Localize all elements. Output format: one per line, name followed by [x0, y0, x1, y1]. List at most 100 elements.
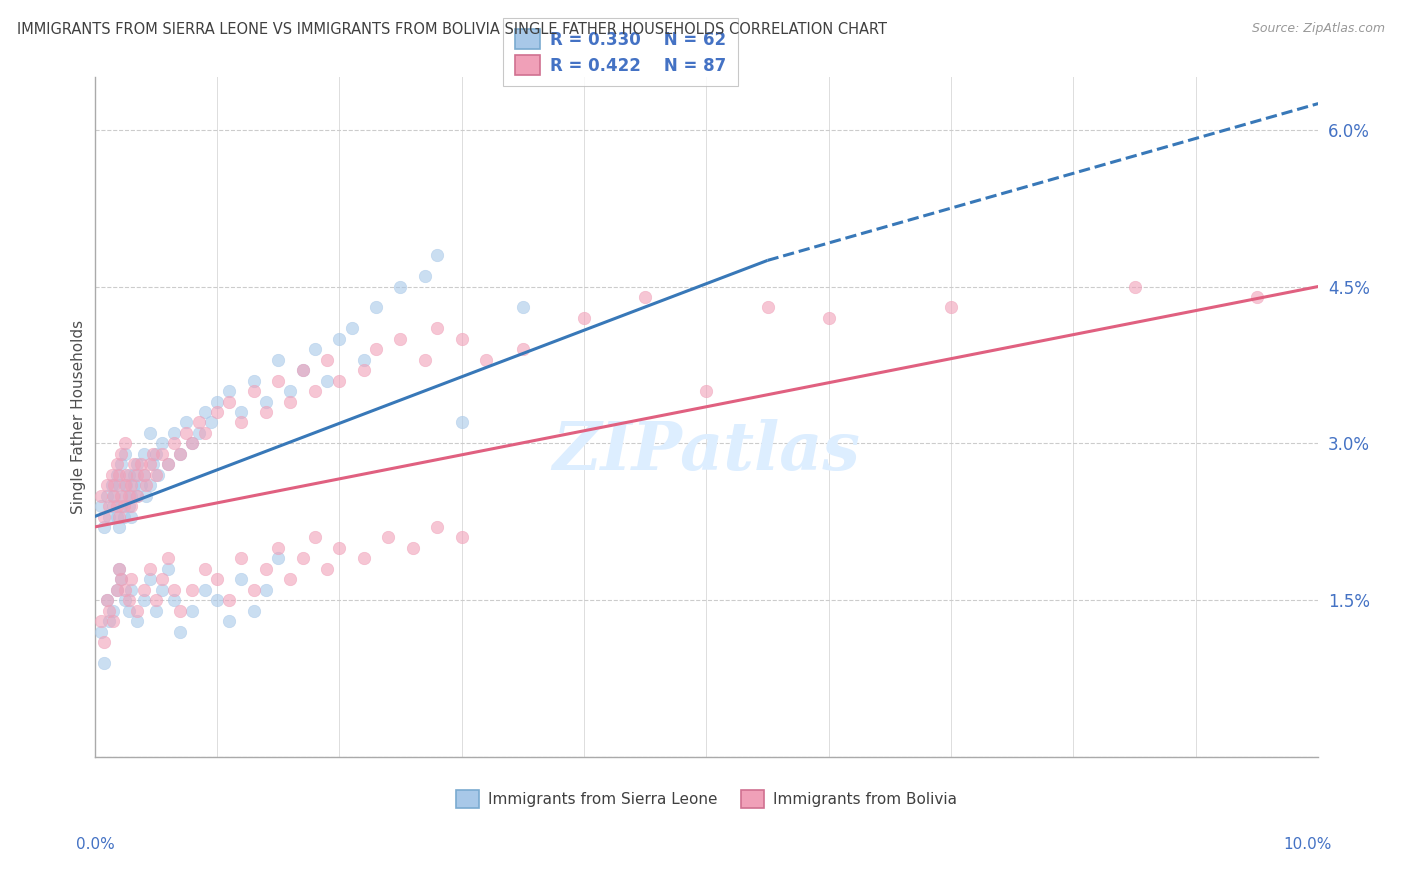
Point [108, 467, 131, 482]
Point [181, 604, 204, 618]
Point [756, 301, 779, 315]
Point [138, 562, 160, 576]
Point [242, 582, 264, 597]
Point [291, 363, 314, 377]
Point [512, 343, 534, 357]
Point [105, 457, 128, 471]
Text: ZIPatlas: ZIPatlas [553, 418, 860, 483]
Point [316, 352, 339, 367]
Point [114, 478, 136, 492]
Point [93, 656, 115, 670]
Point [163, 436, 186, 450]
Point [122, 467, 145, 482]
Point [108, 509, 131, 524]
Point [114, 447, 136, 461]
Point [475, 352, 498, 367]
Point [101, 614, 124, 628]
Point [176, 425, 198, 440]
Point [231, 551, 253, 566]
Point [138, 572, 160, 586]
Point [353, 352, 375, 367]
Point [150, 447, 173, 461]
Point [114, 489, 136, 503]
Point [163, 582, 186, 597]
Point [90, 624, 112, 639]
Point [118, 489, 141, 503]
Point [187, 416, 209, 430]
Point [98, 509, 121, 524]
Point [156, 562, 179, 576]
Point [132, 467, 155, 482]
Point [96, 489, 118, 503]
Point [105, 509, 128, 524]
Point [115, 478, 138, 492]
Point [110, 572, 132, 586]
Point [291, 363, 314, 377]
Point [120, 478, 142, 492]
Point [181, 582, 204, 597]
Point [402, 541, 425, 555]
Point [340, 321, 363, 335]
Point [150, 572, 173, 586]
Point [280, 572, 302, 586]
Point [120, 499, 142, 513]
Point [138, 478, 160, 492]
Point [389, 279, 412, 293]
Point [118, 593, 141, 607]
Point [176, 416, 198, 430]
Point [118, 604, 141, 618]
Point [450, 530, 472, 544]
Text: Source: ZipAtlas.com: Source: ZipAtlas.com [1251, 22, 1385, 36]
Point [118, 499, 141, 513]
Point [110, 447, 132, 461]
Point [267, 541, 290, 555]
Point [101, 489, 124, 503]
Point [145, 593, 167, 607]
Point [426, 520, 449, 534]
Point [267, 374, 290, 388]
Point [156, 457, 179, 471]
Point [304, 530, 326, 544]
Point [96, 593, 118, 607]
Legend: Immigrants from Sierra Leone, Immigrants from Bolivia: Immigrants from Sierra Leone, Immigrants… [450, 784, 963, 814]
Point [129, 478, 152, 492]
Point [127, 457, 149, 471]
Point [93, 509, 115, 524]
Point [108, 478, 131, 492]
Point [127, 604, 149, 618]
Point [181, 436, 204, 450]
Point [231, 405, 253, 419]
Point [110, 457, 132, 471]
Point [169, 604, 191, 618]
Point [163, 593, 186, 607]
Point [110, 572, 132, 586]
Point [194, 425, 217, 440]
Point [150, 582, 173, 597]
Point [242, 604, 264, 618]
Point [150, 436, 173, 450]
Point [90, 614, 112, 628]
Point [364, 301, 387, 315]
Point [110, 489, 132, 503]
Point [242, 384, 264, 398]
Point [450, 332, 472, 346]
Point [90, 499, 112, 513]
Point [304, 384, 326, 398]
Point [194, 405, 217, 419]
Point [939, 301, 962, 315]
Point [304, 343, 326, 357]
Point [450, 416, 472, 430]
Point [101, 499, 124, 513]
Point [200, 416, 222, 430]
Point [280, 384, 302, 398]
Point [181, 436, 204, 450]
Point [169, 447, 191, 461]
Point [127, 614, 149, 628]
Point [205, 405, 228, 419]
Point [120, 582, 142, 597]
Point [108, 520, 131, 534]
Point [316, 374, 339, 388]
Point [634, 290, 657, 304]
Point [105, 582, 128, 597]
Point [110, 499, 132, 513]
